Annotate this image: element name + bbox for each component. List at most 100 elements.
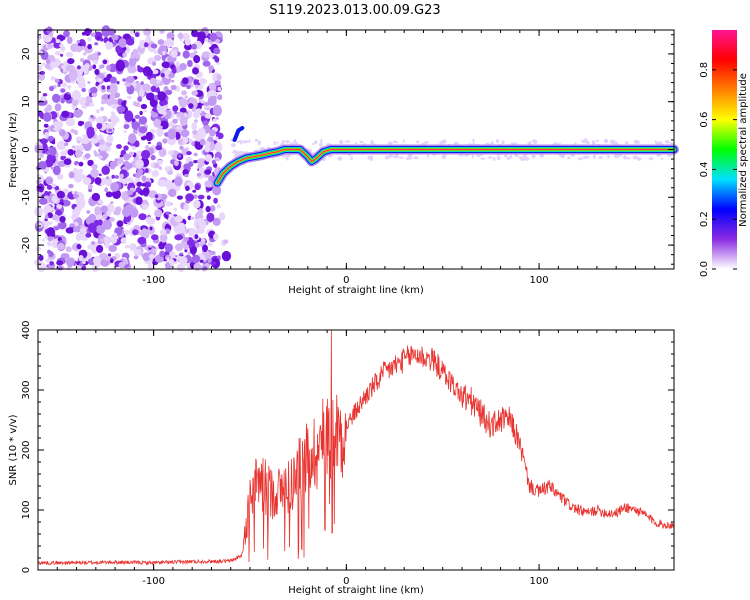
noise-speckle bbox=[126, 84, 135, 95]
noise-speckle bbox=[132, 229, 139, 236]
noise-speckle bbox=[188, 103, 194, 109]
noise-speckle bbox=[140, 228, 150, 240]
noise-speckle bbox=[124, 110, 134, 122]
ridge-halo-speckle bbox=[518, 156, 521, 159]
noise-speckle bbox=[123, 259, 129, 265]
noise-speckle bbox=[163, 251, 170, 256]
noise-speckle bbox=[212, 185, 222, 196]
noise-speckle bbox=[215, 136, 219, 141]
noise-speckle bbox=[80, 137, 90, 145]
noise-speckle bbox=[123, 153, 130, 161]
noise-speckle bbox=[194, 234, 199, 240]
noise-speckle bbox=[158, 147, 167, 157]
noise-speckle bbox=[103, 77, 110, 83]
spectrogram-y-label: Frequency (Hz) bbox=[8, 112, 19, 188]
ridge-halo-speckle bbox=[665, 140, 670, 144]
ridge-halo-speckle bbox=[285, 156, 289, 161]
noise-speckle bbox=[47, 212, 53, 219]
noise-speckle bbox=[174, 176, 183, 187]
noise-speckle bbox=[128, 151, 135, 156]
noise-speckle bbox=[49, 146, 57, 156]
noise-speckle bbox=[204, 154, 213, 162]
noise-speckle bbox=[187, 251, 191, 256]
noise-speckle bbox=[96, 122, 103, 130]
ridge-halo-speckle bbox=[669, 142, 675, 145]
noise-speckle bbox=[177, 138, 183, 146]
noise-speckle bbox=[87, 184, 93, 190]
ridge-halo-speckle bbox=[313, 140, 318, 145]
noise-speckle bbox=[110, 114, 118, 122]
noise-speckle bbox=[165, 89, 173, 96]
noise-speckle bbox=[168, 188, 177, 198]
noise-speckle bbox=[137, 168, 144, 175]
noise-speckle bbox=[101, 165, 110, 175]
noise-speckle bbox=[194, 183, 200, 191]
ridge-halo-speckle bbox=[632, 155, 638, 160]
noise-speckle bbox=[197, 31, 206, 41]
noise-speckle bbox=[185, 193, 195, 202]
ridge-halo-speckle bbox=[609, 139, 616, 145]
noise-speckle bbox=[120, 237, 127, 244]
noise-speckle bbox=[57, 173, 64, 180]
ridge-plume bbox=[232, 125, 245, 142]
noise-speckle bbox=[96, 78, 103, 83]
noise-speckle bbox=[86, 126, 95, 138]
noise-speckle bbox=[191, 107, 196, 112]
noise-speckle bbox=[60, 97, 65, 104]
noise-speckle bbox=[212, 118, 217, 123]
noise-speckle bbox=[71, 213, 77, 221]
noise-speckle bbox=[145, 131, 153, 142]
noise-speckle bbox=[102, 213, 108, 220]
noise-speckle bbox=[191, 254, 201, 263]
noise-speckle bbox=[92, 249, 98, 254]
noise-speckle bbox=[76, 196, 86, 209]
noise-speckle bbox=[160, 72, 165, 78]
noise-speckle bbox=[94, 151, 98, 157]
noise-speckle bbox=[174, 229, 178, 234]
noise-speckle bbox=[139, 39, 145, 46]
noise-speckle bbox=[60, 88, 66, 93]
noise-speckle bbox=[56, 190, 65, 199]
noise-speckle bbox=[159, 229, 167, 236]
noise-speckle bbox=[196, 158, 206, 165]
noise-speckle bbox=[122, 206, 131, 217]
noise-speckle bbox=[65, 246, 72, 253]
noise-speckle bbox=[46, 227, 55, 238]
ridge-halo-speckle bbox=[387, 141, 393, 145]
noise-speckle bbox=[113, 232, 118, 237]
noise-speckle bbox=[183, 203, 190, 211]
noise-speckle bbox=[124, 162, 133, 169]
noise-speckle bbox=[144, 168, 149, 174]
noise-speckle bbox=[87, 36, 92, 42]
noise-speckle bbox=[129, 243, 137, 252]
noise-speckle bbox=[204, 145, 211, 153]
noise-speckle bbox=[191, 43, 197, 50]
noise-speckle bbox=[134, 54, 141, 59]
noise-speckle bbox=[165, 201, 172, 207]
ridge-halo-speckle bbox=[320, 138, 323, 143]
noise-speckle bbox=[82, 134, 86, 138]
noise-speckle bbox=[96, 36, 100, 40]
noise-speckle bbox=[87, 43, 92, 50]
noise-speckle bbox=[77, 120, 84, 127]
noise-speckle bbox=[106, 64, 111, 71]
noise-speckle bbox=[38, 254, 44, 261]
noise-speckle bbox=[114, 158, 119, 162]
ridge-halo-speckle bbox=[583, 138, 588, 142]
noise-speckle bbox=[57, 266, 63, 271]
noise-speckle bbox=[180, 116, 188, 126]
ridge-halo-speckle bbox=[242, 140, 249, 144]
noise-speckle bbox=[56, 243, 65, 250]
noise-speckle bbox=[101, 85, 106, 90]
colorbar-tick-label: 0.2 bbox=[699, 211, 710, 227]
noise-speckle bbox=[50, 125, 55, 129]
noise-speckle bbox=[79, 227, 87, 234]
spectrogram-x-label: Height of straight line (km) bbox=[288, 285, 424, 296]
noise-speckle bbox=[42, 93, 48, 97]
noise-speckle bbox=[179, 252, 184, 256]
noise-speckle bbox=[177, 112, 185, 118]
noise-speckle bbox=[142, 187, 150, 196]
noise-speckle bbox=[143, 28, 152, 36]
noise-speckle bbox=[98, 138, 105, 145]
ridge-halo-speckle bbox=[293, 140, 297, 144]
